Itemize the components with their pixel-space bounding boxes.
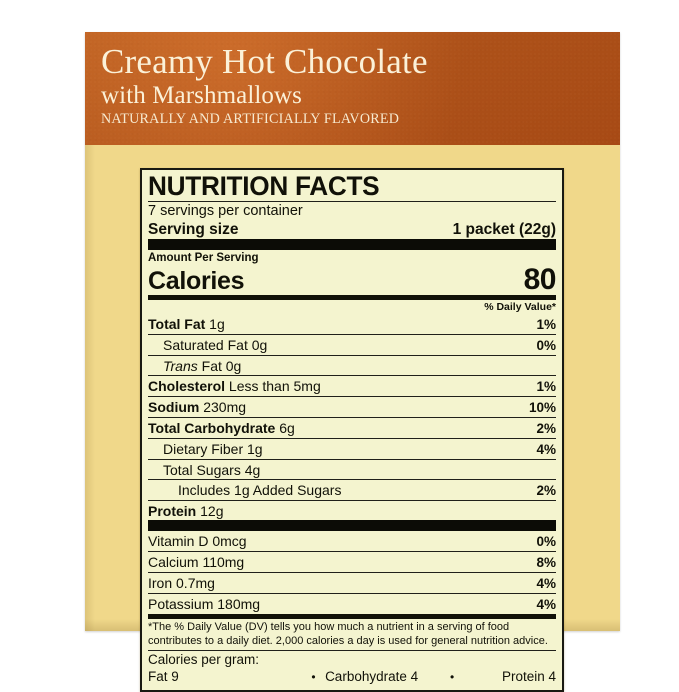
nutrient-daily-value: 0% [536,338,556,353]
amount-per-serving-label: Amount Per Serving [148,252,259,264]
cpg-protein: Protein 4 [501,669,557,684]
nutrient-label: Total Carbohydrate 6g [148,420,295,436]
nutrient-label: Cholesterol Less than 5mg [148,378,321,394]
cpg-separator-2: • [449,670,455,684]
nutrient-label: Trans Fat 0g [163,358,242,374]
nutrient-daily-value: 2% [536,421,556,436]
serving-size-value: 1 packet (22g) [452,221,556,238]
calories-label: Calories [148,267,245,295]
divider-under-title [148,201,556,202]
divider-micronutrient-row [148,593,556,594]
product-name-secondary: with Marshmallows [101,82,302,109]
nutrient-rows-group: Total Fat 1g 1% Saturated Fat 0g 0% Trans Fa… [148,314,556,520]
micronutrient-daily-value: 8% [536,555,556,570]
nutrient-label: Total Fat 1g [148,316,225,332]
calories-per-gram-title: Calories per gram: [148,652,260,667]
micronutrient-rows-group: Vitamin D 0mcg 0% Calcium 110mg 8% Iron 0.7m… [148,531,556,614]
daily-value-footnote: *The % Daily Value (DV) tells you how mu… [148,621,548,647]
calories-row: Calories 80 [148,263,557,296]
micronutrient-label: Potassium 180mg [148,596,261,612]
cpg-fat: Fat 9 [148,669,179,684]
micronutrient-daily-value: 4% [536,576,556,591]
micronutrient-row: Vitamin D 0mcg 0% [148,531,556,551]
calories-per-gram-row: Fat 9 • Carbohydrate 4 • Protein 4 [148,668,556,687]
nutrient-row: Total Carbohydrate 6g 2% [148,418,556,438]
nutrient-daily-value: 1% [536,379,556,394]
micronutrient-row: Iron 0.7mg 4% [148,573,556,593]
nutrition-facts-panel: NUTRITION FACTS 7 servings per container… [140,168,564,692]
product-package: Creamy Hot Chocolate with Marshmallows N… [85,32,620,692]
nutrient-row: Sodium 230mg 10% [148,397,556,417]
divider-nutrient-row [148,417,556,418]
cpg-separator-1: • [311,670,316,684]
calories-value: 80 [523,263,557,296]
micronutrient-daily-value: 4% [536,597,556,612]
nutrient-daily-value: 1% [536,317,556,332]
product-name-primary: Creamy Hot Chocolate [101,42,428,81]
nutrient-row: Saturated Fat 0g 0% [148,335,556,355]
brand-banner: Creamy Hot Chocolate with Marshmallows N… [85,32,620,145]
nutrient-label: Sodium 230mg [148,399,247,415]
divider-after-calories [148,295,556,300]
micronutrient-label: Iron 0.7mg [148,575,215,591]
micronutrient-label: Vitamin D 0mcg [148,533,247,549]
nutrient-label: Protein 12g [148,503,224,519]
divider-thick-after-protein [148,520,556,531]
nutrient-daily-value: 10% [528,400,556,415]
brand-text-block: Creamy Hot Chocolate with Marshmallows N… [85,32,620,129]
divider-nutrient-row [148,375,556,376]
divider-nutrient-row [148,459,556,460]
divider-micronutrient-row [148,551,556,552]
micronutrient-label: Calcium 110mg [148,554,245,570]
divider-nutrient-row [148,438,556,439]
divider-before-calories-per-gram [148,650,556,651]
nutrient-daily-value: 4% [536,442,556,457]
nutrient-row: Protein 12g [148,501,556,520]
nutrient-label: Saturated Fat 0g [163,337,268,353]
serving-size-label: Serving size [148,221,239,238]
nutrient-row: Total Sugars 4g [148,460,556,479]
nutrient-row: Cholesterol Less than 5mg 1% [148,376,556,396]
nutrient-row: Total Fat 1g 1% [148,314,556,334]
divider-nutrient-row [148,500,556,501]
nutrient-daily-value: 2% [536,483,556,498]
serving-size-row: Serving size 1 packet (22g) [148,220,556,239]
divider-nutrient-row [148,355,556,356]
nutrient-row: Dietary Fiber 1g 4% [148,439,556,459]
divider-nutrient-row [148,479,556,480]
divider-micronutrient-row [148,572,556,573]
servings-per-container: 7 servings per container [148,203,303,219]
nutrient-row: Trans Fat 0g [148,356,556,375]
nutrition-facts-title: NUTRITION FACTS [148,171,380,201]
nutrient-label: Total Sugars 4g [163,462,261,478]
divider-after-micronutrients [148,614,556,619]
divider-nutrient-row [148,396,556,397]
nutrient-label: Includes 1g Added Sugars [178,482,342,498]
micronutrient-row: Potassium 180mg 4% [148,594,556,614]
micronutrient-row: Calcium 110mg 8% [148,552,556,572]
flavor-disclaimer: NATURALLY AND ARTIFICIALLY FLAVORED [101,111,400,127]
cpg-carbohydrate: Carbohydrate 4 [325,669,419,684]
divider-thick-after-serving [148,239,556,250]
nutrient-row: Includes 1g Added Sugars 2% [148,480,556,500]
daily-value-header: % Daily Value* [484,301,556,313]
micronutrient-daily-value: 0% [536,534,556,549]
divider-nutrient-row [148,334,556,335]
nutrient-label: Dietary Fiber 1g [163,441,263,457]
